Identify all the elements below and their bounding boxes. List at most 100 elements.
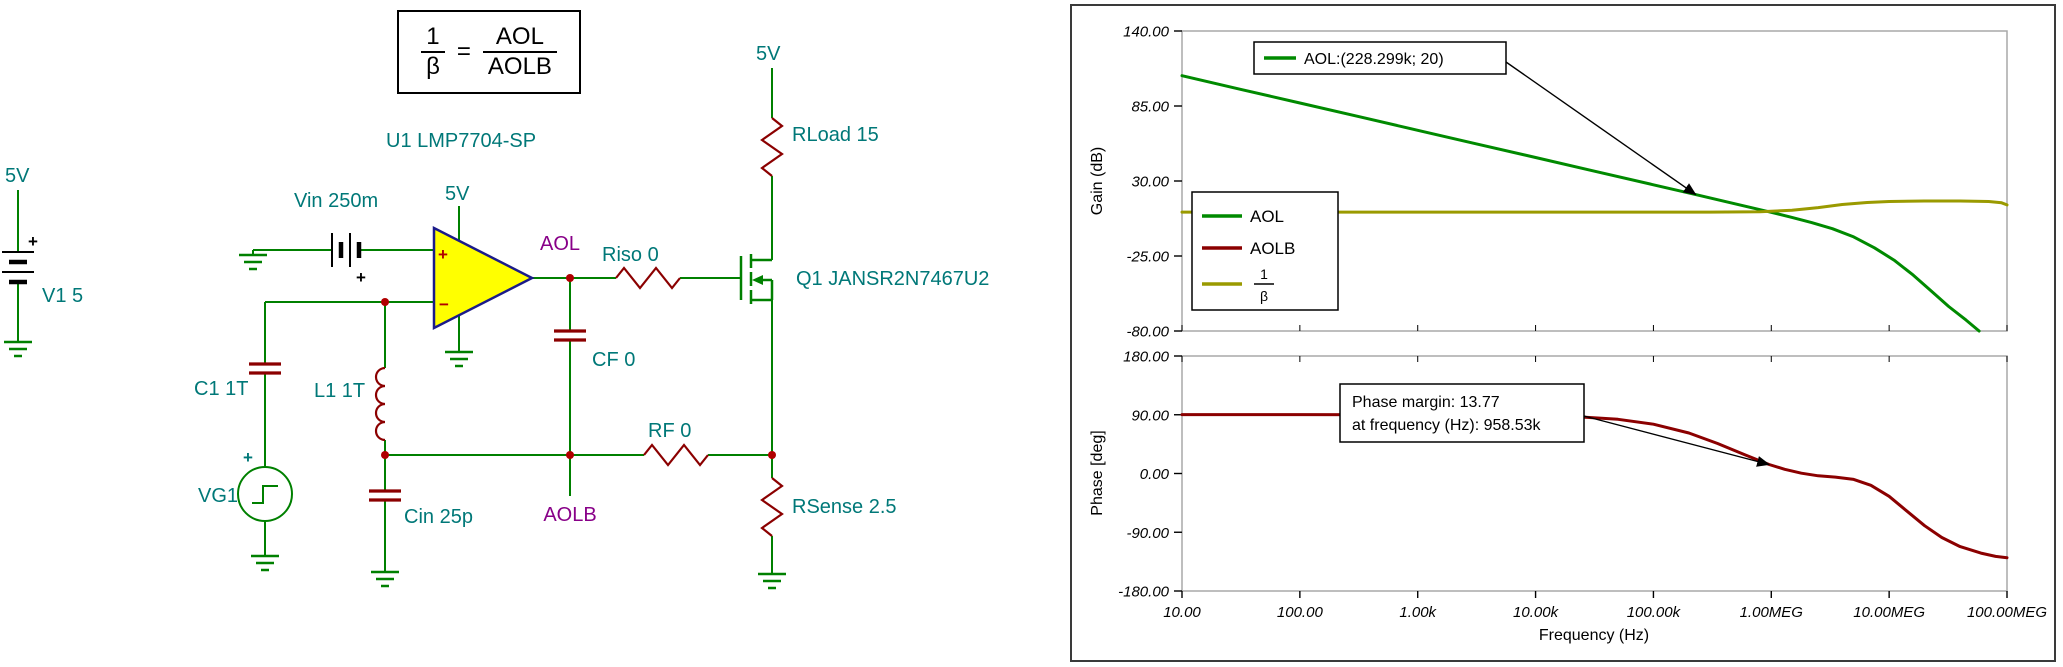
y-tick-label: -25.00 (1126, 249, 1169, 266)
resistor-rload[interactable]: 5V RLoad 15 (756, 43, 879, 177)
annotation-arrow (1505, 61, 1697, 196)
resistor-icon (760, 477, 784, 537)
battery-icon (331, 233, 362, 267)
ground-icon[interactable] (371, 570, 399, 588)
schematic-canvas: 5V + V1 5 Vin 250m + U1 LMP7704-SP 5V + (2, 43, 989, 590)
l1-label: L1 1T (314, 380, 365, 402)
ground-icon[interactable] (4, 340, 32, 358)
formula-aol-over-aolb: AOL AOLB (482, 23, 557, 81)
battery-icon (2, 251, 34, 285)
y-tick-label: -90.00 (1126, 525, 1169, 542)
y-tick-label: 0.00 (1140, 466, 1170, 483)
y-tick-label: 90.00 (1131, 407, 1169, 424)
resistor-icon (760, 117, 784, 177)
capacitor-cin[interactable]: Cin 25p (369, 489, 473, 528)
x-tick-label: 100.00k (1627, 604, 1682, 621)
y-tick-label: -180.00 (1118, 584, 1170, 601)
resistor-rf[interactable]: RF 0 (643, 420, 709, 467)
capacitor-icon (369, 489, 401, 502)
rload-label: RLoad 15 (792, 124, 879, 146)
ground-icon[interactable] (445, 350, 473, 368)
y-tick-label: 180.00 (1123, 349, 1170, 366)
inductor-l1[interactable]: L1 1T (314, 366, 386, 442)
formula-denominator: AOLB (482, 51, 557, 81)
voltage-generator-vg1[interactable]: VG1 + (198, 448, 293, 522)
ground-icon[interactable] (251, 554, 279, 572)
capacitor-c1[interactable]: C1 1T (194, 362, 281, 400)
legend-aolb-label: AOLB (1250, 239, 1295, 258)
resistor-riso[interactable]: Riso 0 (602, 244, 681, 290)
capacitor-icon (249, 362, 281, 375)
phase-margin-line1: Phase margin: 13.77 (1352, 394, 1500, 411)
gain-axis-title: Gain (dB) (1089, 147, 1106, 215)
x-tick-label: 100.00MEG (1967, 604, 2047, 621)
x-tick-label: 100.00 (1277, 604, 1324, 621)
x-tick-label: 1.00MEG (1740, 604, 1804, 621)
opamp-u1[interactable]: U1 LMP7704-SP 5V + − (386, 130, 536, 331)
formula-equals: = (456, 38, 471, 65)
opamp-minus-input: − (439, 295, 449, 314)
y-tick-label: 30.00 (1131, 174, 1169, 191)
rf-label: RF 0 (648, 420, 691, 442)
curve-1/β[interactable] (1180, 199, 2009, 214)
vin-plus-sign: + (356, 268, 366, 287)
v1-plus-sign: + (28, 232, 38, 251)
rload-supply-label: 5V (756, 43, 781, 65)
junction-dots (381, 274, 776, 459)
opamp-supply-label: 5V (445, 183, 470, 205)
svg-text:1: 1 (1260, 266, 1268, 282)
capacitor-cf[interactable]: CF 0 (554, 329, 635, 371)
legend-aol-label: AOL (1250, 207, 1284, 226)
opamp-triangle (432, 225, 535, 331)
vg1-label: VG1 (198, 485, 238, 507)
gain-annotation-text: AOL:(228.299k; 20) (1304, 51, 1444, 68)
cin-label: Cin 25p (404, 506, 473, 528)
bode-plot-panel: Gain (dB) Phase [deg] Frequency (Hz) 140… (1070, 4, 2056, 662)
legend-one-over-beta-label: 1 β (1254, 266, 1274, 304)
voltage-source-vin[interactable]: Vin 250m + (294, 190, 378, 287)
vg1-plus-sign: + (243, 448, 253, 467)
riso-label: Riso 0 (602, 244, 659, 266)
annotation-arrow (1583, 415, 1771, 467)
v1-supply-label: 5V (5, 165, 30, 187)
ground-icon[interactable] (758, 572, 786, 590)
ground-icon[interactable] (239, 250, 267, 271)
phase-margin-line2: at frequency (Hz): 958.53k (1352, 417, 1542, 434)
frequency-axis-title: Frequency (Hz) (1539, 627, 1649, 644)
mosfet-icon (739, 254, 774, 304)
gain-annotation[interactable]: AOL:(228.299k; 20) (1253, 41, 1507, 75)
y-tick-label: 85.00 (1131, 99, 1169, 116)
phase-axis-title: Phase [deg] (1089, 430, 1106, 515)
formula-one-over-beta: 1 β (421, 23, 445, 80)
capacitor-icon (554, 329, 586, 342)
source-circle-icon (237, 466, 293, 522)
x-tick-label: 1.00k (1399, 604, 1437, 621)
voltage-source-v1[interactable]: 5V + V1 5 (2, 165, 83, 307)
aol-node-label: AOL (540, 233, 580, 255)
aolb-node-label: AOLB (543, 504, 596, 526)
y-tick-label: -80.00 (1126, 324, 1169, 341)
formula-box[interactable]: 1 β = AOL AOLB (397, 10, 581, 94)
resistor-rsense[interactable]: RSense 2.5 (760, 477, 897, 537)
resistor-icon (643, 443, 709, 467)
legend[interactable]: AOL AOLB 1 β (1191, 191, 1339, 311)
step-waveform-icon (252, 485, 278, 504)
phase-plot-area (1181, 355, 2008, 592)
formula-numerator: AOL (495, 23, 544, 51)
vin-label: Vin 250m (294, 190, 378, 212)
x-tick-label: 10.00MEG (1853, 604, 1925, 621)
svg-text:β: β (1260, 288, 1268, 304)
opamp-ref-label: U1 LMP7704-SP (386, 130, 536, 152)
inductor-icon (374, 366, 386, 442)
opamp-plus-input: + (438, 245, 448, 264)
x-tick-label: 10.00 (1163, 604, 1201, 621)
resistor-icon (615, 266, 681, 290)
c1-label: C1 1T (194, 378, 248, 400)
cf-label: CF 0 (592, 349, 635, 371)
phase-margin-annotation[interactable]: Phase margin: 13.77 at frequency (Hz): 9… (1339, 383, 1585, 443)
mosfet-q1[interactable]: Q1 JANSR2N7467U2 (739, 254, 989, 304)
formula-denominator: β (421, 51, 445, 81)
rsense-label: RSense 2.5 (792, 496, 897, 518)
y-tick-label: 140.00 (1123, 24, 1170, 41)
formula-numerator: 1 (426, 23, 440, 51)
